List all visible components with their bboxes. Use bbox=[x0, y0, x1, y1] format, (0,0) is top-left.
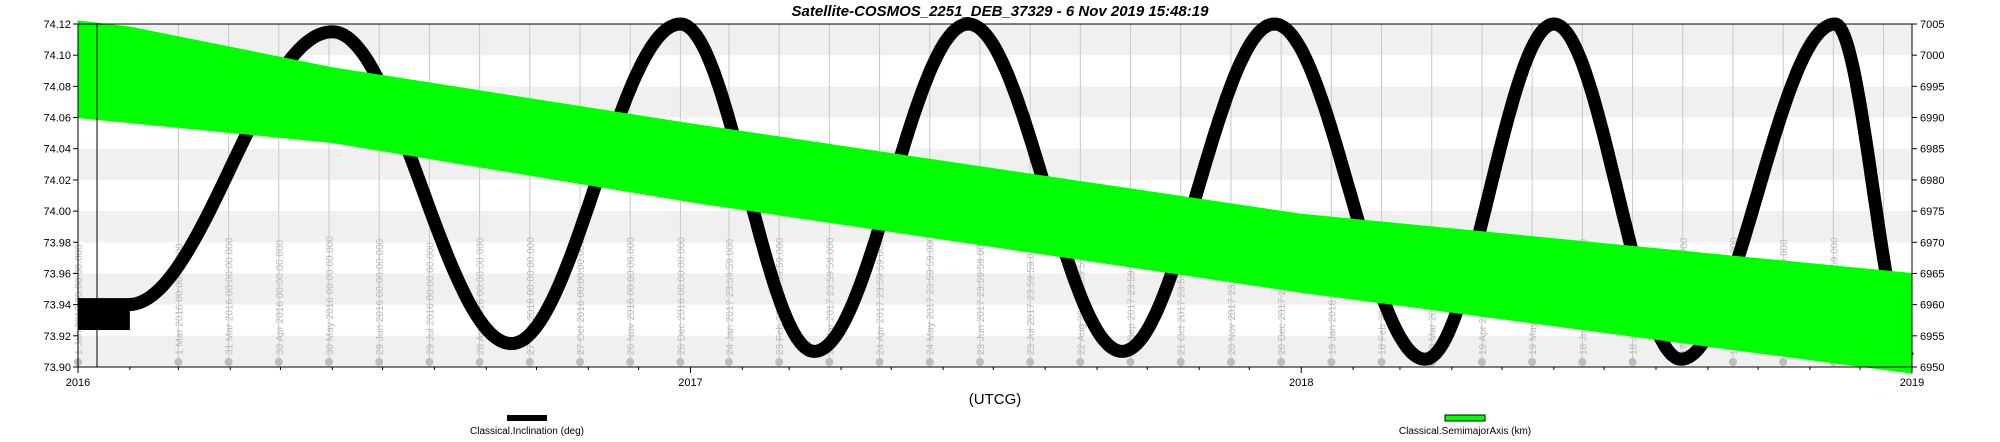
event-marker bbox=[1026, 358, 1035, 366]
left-y-tick-label: 73.98 bbox=[43, 237, 71, 249]
event-label: 1 Mar 2016 00:00:00.000 bbox=[174, 243, 185, 355]
event-marker bbox=[425, 358, 434, 366]
right-y-tick-label: 6980 bbox=[1920, 175, 1944, 187]
event-marker bbox=[224, 358, 233, 366]
series-semimajor-axis bbox=[77, 20, 1913, 374]
inclination-initial-band bbox=[78, 302, 130, 331]
plot-frame bbox=[77, 23, 1913, 368]
event-marker bbox=[1728, 358, 1737, 366]
event-label: 24 May 2017 23:59:59.000 bbox=[926, 236, 937, 355]
event-label: 26 Nov 2016 00:00:00.000 bbox=[626, 237, 637, 355]
event-label: 25 Mar 2017 23:59:59.000 bbox=[825, 237, 836, 355]
right-y-tick-label: 6970 bbox=[1920, 237, 1944, 249]
event-label: 21 Oct 2017 23:59:59.000 bbox=[1177, 239, 1188, 355]
left-y-tick-label: 74.02 bbox=[43, 175, 71, 187]
x-axis: 2016 2017 2018 2019 bbox=[66, 367, 1924, 389]
left-y-tick-label: 74.08 bbox=[43, 81, 71, 93]
left-y-tick-label: 73.96 bbox=[43, 268, 71, 280]
event-label: 29 Jul 2016 00:00:00.000 bbox=[425, 242, 436, 355]
event-marker bbox=[775, 358, 784, 366]
event-label: 27 Oct 2016 00:00:00.000 bbox=[576, 239, 587, 355]
event-label: 30 May 2016 00:00:00.000 bbox=[325, 236, 336, 355]
right-y-tick-label: 6975 bbox=[1920, 206, 1944, 218]
event-label: 26 Dec 2016 00:00:00.000 bbox=[676, 237, 687, 355]
right-y-tick-label: 7000 bbox=[1920, 50, 1944, 62]
semimajor-axis-band bbox=[77, 20, 1913, 374]
legend-swatch-inclination bbox=[507, 415, 547, 421]
event-marker bbox=[274, 358, 283, 366]
left-y-tick-label: 74.04 bbox=[43, 144, 71, 156]
x-tick-label: 2016 bbox=[66, 377, 90, 389]
event-label: 30 Apr 2016 00:00:00.000 bbox=[275, 239, 286, 355]
legend-entry-semimajor-axis: Classical.SemimajorAxis (km) bbox=[1399, 426, 1531, 437]
right-y-tick-label: 6960 bbox=[1920, 300, 1944, 312]
legend: Classical.Inclination (deg) Classical.Se… bbox=[470, 414, 1531, 437]
event-label: 20 Nov 2017 23:59:59.000 bbox=[1227, 237, 1238, 355]
event-marker bbox=[1628, 358, 1637, 366]
right-y-tick-label: 6990 bbox=[1920, 113, 1944, 125]
event-marker bbox=[626, 358, 635, 366]
event-marker bbox=[1779, 358, 1788, 366]
legend-swatch-semimajor-axis bbox=[1444, 414, 1486, 422]
event-marker bbox=[1226, 358, 1235, 366]
event-marker bbox=[174, 358, 183, 366]
event-marker bbox=[676, 358, 685, 366]
left-y-tick-label: 73.90 bbox=[43, 362, 71, 374]
left-y-tick-label: 74.10 bbox=[43, 50, 71, 62]
right-y-tick-label: 6950 bbox=[1920, 362, 1944, 374]
event-label: 31 Mar 2016 00:00:00.000 bbox=[225, 237, 236, 355]
event-label: 23 Jul 2017 23:59:59.000 bbox=[1026, 242, 1037, 355]
chart-title: Satellite-COSMOS_2251_DEB_37329 - 6 Nov … bbox=[792, 3, 1210, 20]
event-label: 20 Dec 2017 23:59:59.000 bbox=[1277, 237, 1288, 355]
event-marker bbox=[1277, 358, 1286, 366]
event-marker bbox=[375, 358, 384, 366]
right-y-tick-label: 6985 bbox=[1920, 144, 1944, 156]
right-y-tick-label: 6995 bbox=[1920, 81, 1944, 93]
event-label: 27 Sep 2016 00:00:00.000 bbox=[526, 237, 537, 355]
event-marker bbox=[1176, 358, 1185, 366]
x-tick-label: 2019 bbox=[1900, 377, 1924, 389]
event-marker bbox=[1126, 358, 1135, 366]
left-y-axis: 73.90 73.92 73.94 73.96 73.98 74.00 74.02 74.04… bbox=[43, 19, 78, 374]
left-y-tick-label: 74.12 bbox=[43, 19, 71, 31]
event-marker bbox=[525, 358, 534, 366]
legend-entry-inclination: Classical.Inclination (deg) bbox=[470, 426, 584, 437]
event-marker bbox=[1327, 358, 1336, 366]
event-marker bbox=[1377, 358, 1386, 366]
x-axis-label: (UTCG) bbox=[969, 391, 1022, 408]
event-marker bbox=[724, 358, 733, 366]
event-marker bbox=[1528, 358, 1537, 366]
event-marker bbox=[925, 358, 934, 366]
event-marker bbox=[325, 358, 334, 366]
event-marker bbox=[975, 358, 984, 366]
left-y-tick-label: 74.06 bbox=[43, 113, 71, 125]
left-y-tick-label: 73.92 bbox=[43, 331, 71, 343]
left-y-tick-label: 74.00 bbox=[43, 206, 71, 218]
event-marker bbox=[1076, 358, 1085, 366]
event-marker bbox=[1477, 358, 1486, 366]
right-y-tick-label: 6965 bbox=[1920, 268, 1944, 280]
plot-band bbox=[78, 335, 1912, 367]
x-tick-label: 2017 bbox=[678, 377, 702, 389]
event-marker bbox=[825, 358, 834, 366]
left-y-tick-label: 73.94 bbox=[43, 300, 71, 312]
right-y-tick-label: 7005 bbox=[1920, 19, 1944, 31]
event-marker bbox=[1578, 358, 1587, 366]
event-label: 24 Apr 2017 23:59:59.000 bbox=[876, 239, 887, 355]
event-label: 28 Aug 2016 00:00:00.000 bbox=[476, 237, 487, 355]
event-label: 24 Jan 2017 23:59:59.000 bbox=[725, 238, 736, 355]
right-y-tick-label: 6955 bbox=[1920, 331, 1944, 343]
x-tick-label: 2018 bbox=[1289, 377, 1313, 389]
right-y-axis: 6950 6955 6960 6965 6970 6975 6980 6985 6990 6995… bbox=[1912, 19, 1944, 374]
event-marker bbox=[475, 358, 484, 366]
event-label: 29 Jun 2016 00:00:00.000 bbox=[375, 238, 386, 355]
event-marker bbox=[576, 358, 585, 366]
event-label: 21 Sep 2017 23:59:59.000 bbox=[1127, 237, 1138, 355]
event-label: 23 Jun 2017 23:59:59.000 bbox=[976, 238, 987, 355]
event-marker bbox=[875, 358, 884, 366]
